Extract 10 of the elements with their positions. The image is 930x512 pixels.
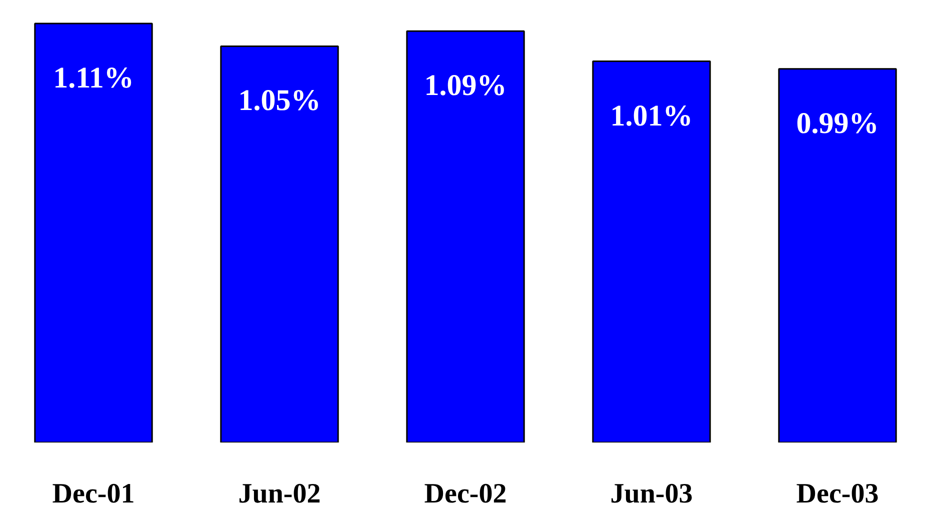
data-label: 1.05% bbox=[238, 84, 321, 118]
x-tick-label: Dec-02 bbox=[424, 478, 507, 510]
data-label: 1.11% bbox=[53, 62, 134, 95]
x-tick-label: Dec-01 bbox=[52, 478, 135, 510]
data-label: 1.09% bbox=[424, 69, 507, 102]
x-tick-label: Jun-03 bbox=[610, 478, 693, 510]
data-label: 0.99% bbox=[796, 106, 879, 140]
x-tick-label: Jun-02 bbox=[238, 478, 321, 510]
data-label: 1.01% bbox=[610, 99, 693, 132]
x-tick-label: Dec-03 bbox=[796, 478, 879, 510]
